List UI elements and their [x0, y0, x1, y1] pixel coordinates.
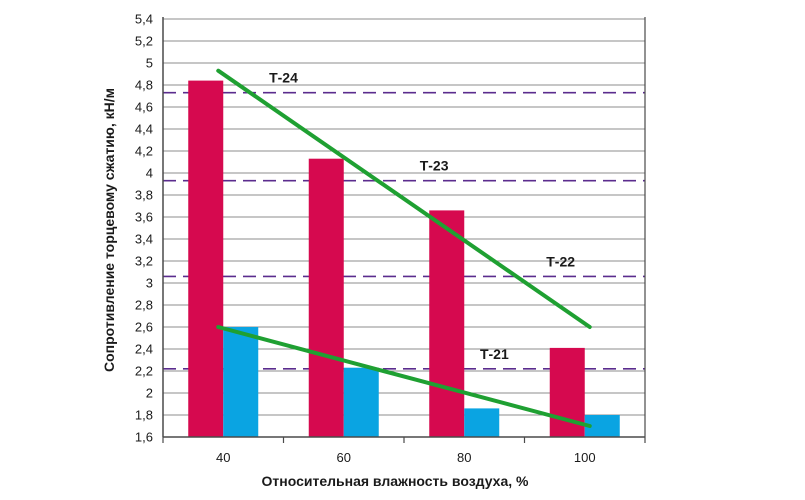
- y-tick-label: 3,2: [135, 254, 153, 269]
- y-tick-label: 2,8: [135, 298, 153, 313]
- y-tick-label: 2,4: [135, 342, 153, 357]
- trend-line: [216, 325, 592, 428]
- y-tick-label: 2,2: [135, 364, 153, 379]
- x-axis-title: Относительная влажность воздуха, %: [262, 473, 530, 489]
- x-tick-label: 100: [574, 450, 596, 465]
- y-tick-label: 2: [146, 386, 153, 401]
- y-tick-label: 5,2: [135, 34, 153, 49]
- y-tick-label: 4,6: [135, 100, 153, 115]
- reference-labels: Т-24 Т-23 Т-22 Т-21: [269, 70, 575, 362]
- y-tick-labels: 1,6 1,8 2 2,2 2,4 2,6 2,8 3 3,2 3,4 3,6 3,8 4 4,2 4,4 4…: [135, 12, 153, 445]
- reference-label: Т-24: [269, 70, 298, 86]
- reference-label: Т-21: [480, 346, 509, 362]
- y-tick-label: 1,6: [135, 430, 153, 445]
- y-tick-label: 3: [146, 276, 153, 291]
- x-tick-labels: 40 60 80 100: [216, 450, 596, 465]
- y-tick-label: 3,4: [135, 232, 153, 247]
- bars: [188, 80, 620, 437]
- y-tick-label: 5,4: [135, 12, 153, 27]
- y-axis-title: Сопротивление торцевому сжатию, кН/м: [101, 88, 117, 372]
- axes: [162, 17, 646, 443]
- bar-series-2: [223, 327, 259, 437]
- y-tick-label: 3,6: [135, 210, 153, 225]
- trend-lines: [216, 68, 592, 428]
- y-tick-label: 1,8: [135, 408, 153, 423]
- bar-series-2: [343, 367, 379, 437]
- y-tick-label: 4,2: [135, 144, 153, 159]
- bar-series-1: [188, 80, 224, 437]
- reference-label: Т-23: [420, 158, 449, 174]
- x-tick-label: 40: [216, 450, 230, 465]
- bar-series-1: [308, 158, 344, 437]
- x-tick-label: 60: [337, 450, 351, 465]
- y-tick-label: 5: [146, 56, 153, 71]
- bar-series-2: [464, 408, 500, 437]
- y-tick-label: 3,8: [135, 188, 153, 203]
- y-tick-label: 4,4: [135, 122, 153, 137]
- y-tick-label: 2,6: [135, 320, 153, 335]
- bar-series-2: [584, 415, 620, 437]
- y-tick-label: 4: [146, 166, 153, 181]
- grid-lines: [163, 18, 645, 416]
- y-tick-label: 4,8: [135, 78, 153, 93]
- bar-series-1: [429, 210, 465, 437]
- reference-label: Т-22: [546, 253, 575, 269]
- trend-line: [216, 68, 592, 329]
- x-tick-label: 80: [457, 450, 471, 465]
